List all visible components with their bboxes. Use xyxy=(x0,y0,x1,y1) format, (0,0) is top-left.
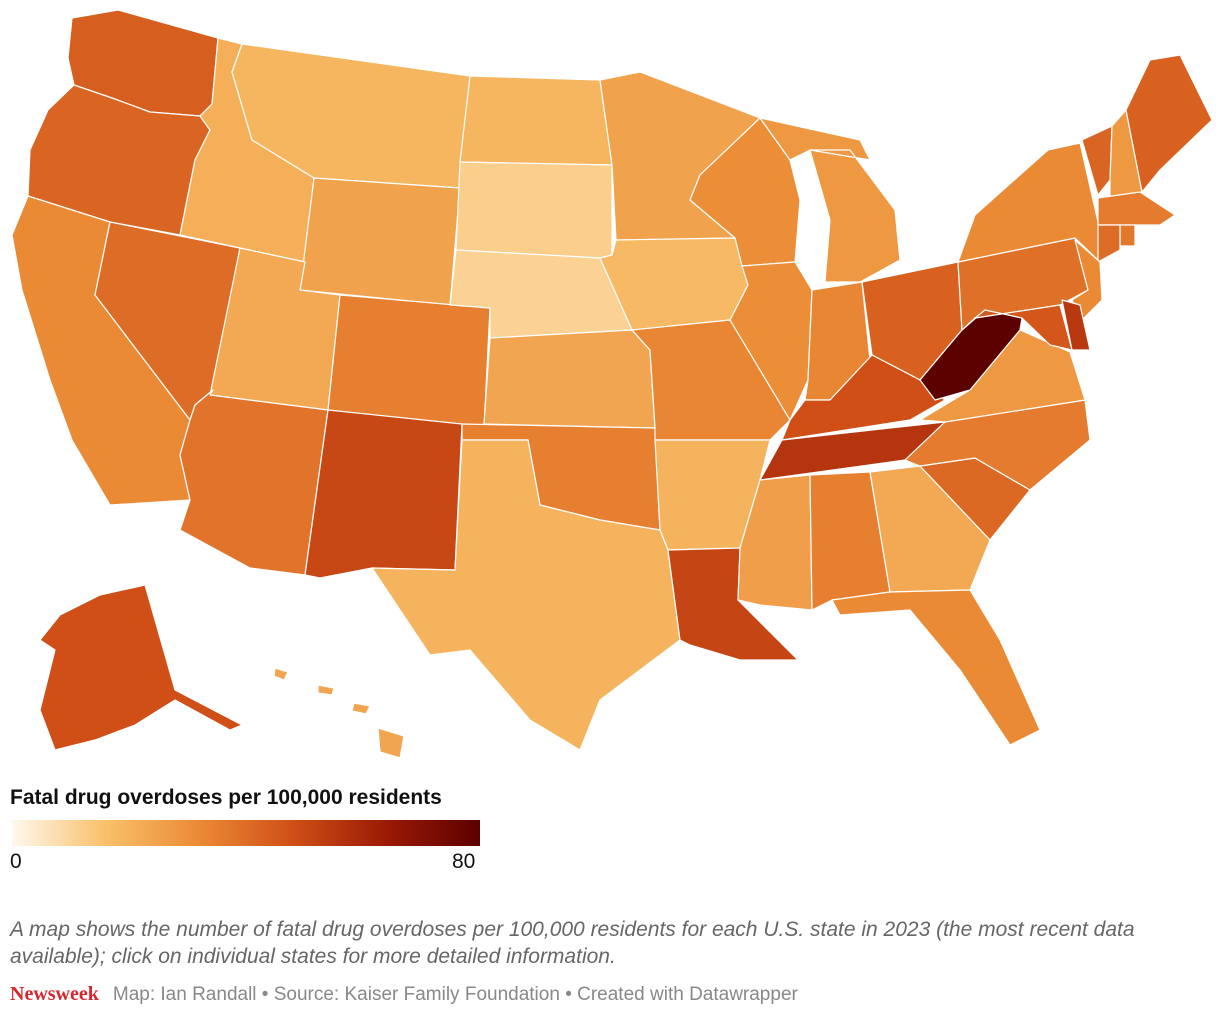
state-florida[interactable] xyxy=(831,589,1041,746)
footer-credits: Map: Ian Randall • Source: Kaiser Family… xyxy=(112,983,798,1005)
footer: Newsweek Map: Ian Randall • Source: Kais… xyxy=(10,983,798,1006)
state-illinois[interactable] xyxy=(729,261,813,421)
state-arizona[interactable] xyxy=(179,389,329,576)
state-new-mexico[interactable] xyxy=(304,409,463,579)
state-connecticut[interactable] xyxy=(1097,224,1121,263)
state-georgia[interactable] xyxy=(869,465,991,593)
state-shapes xyxy=(11,9,1213,759)
legend-title: Fatal drug overdoses per 100,000 residen… xyxy=(10,786,442,809)
state-rhode-island[interactable] xyxy=(1119,224,1136,247)
state-wyoming[interactable] xyxy=(299,177,461,306)
newsweek-logo[interactable]: Newsweek xyxy=(10,983,99,1005)
state-texas[interactable] xyxy=(371,439,681,751)
legend-min-label: 0 xyxy=(10,850,22,873)
state-massachusetts[interactable] xyxy=(1097,191,1176,226)
state-delaware[interactable] xyxy=(1061,299,1091,351)
legend-max-label: 80 xyxy=(452,850,476,873)
state-maine[interactable] xyxy=(1125,54,1213,193)
legend-color-scale xyxy=(12,820,480,846)
state-colorado[interactable] xyxy=(327,294,491,429)
state-kansas[interactable] xyxy=(483,329,656,429)
state-maryland[interactable] xyxy=(974,304,1073,351)
map-description: A map shows the number of fatal drug ove… xyxy=(10,918,1135,968)
state-hawaii[interactable] xyxy=(273,667,405,759)
us-choropleth-map xyxy=(11,9,1213,759)
state-north-dakota[interactable] xyxy=(459,75,613,166)
state-alaska[interactable] xyxy=(39,584,243,751)
state-south-dakota[interactable] xyxy=(455,161,613,259)
state-michigan[interactable] xyxy=(759,117,901,283)
